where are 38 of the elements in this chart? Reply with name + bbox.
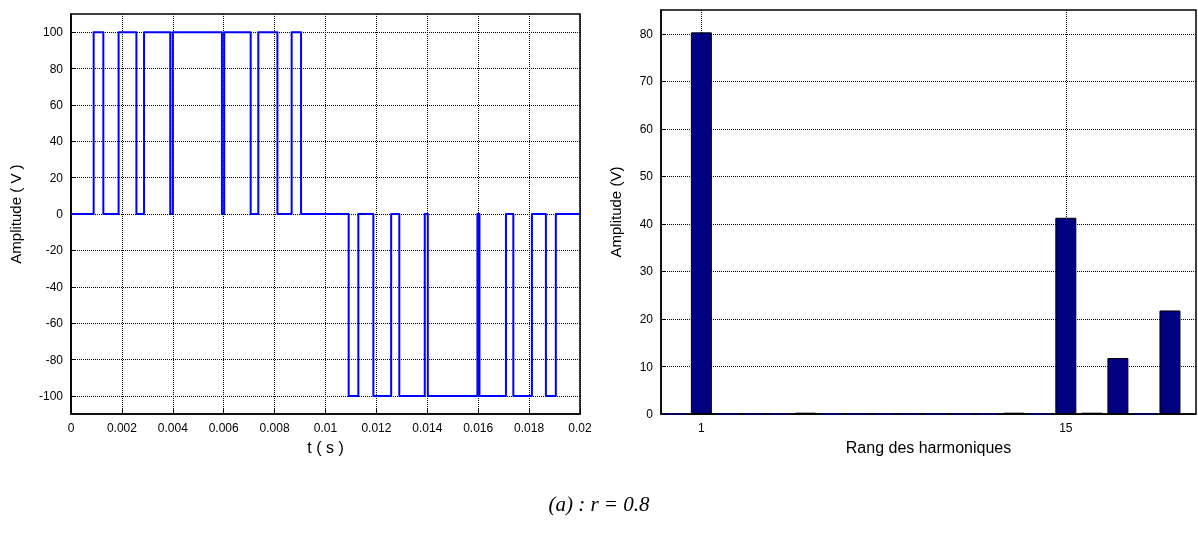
y-tick-label: 80 [639, 26, 654, 41]
x-tick-label: 1 [698, 421, 706, 436]
y-tick-label: 30 [639, 264, 654, 279]
x-tick-label: 0.006 [208, 421, 240, 436]
x-tick-label: 0.014 [412, 421, 443, 436]
y-tick-label: 0 [56, 207, 64, 222]
x-tick-label: 0.012 [361, 421, 392, 436]
y-tick-label: 40 [639, 216, 654, 231]
x-tick-label: 0.008 [259, 421, 290, 436]
y-tick-label: 40 [49, 134, 64, 149]
y-tick-label: -60 [45, 316, 64, 331]
y-tick-label: 60 [639, 121, 654, 136]
x-axis-title: t ( s ) [307, 438, 344, 456]
x-tick-label: 0.016 [463, 421, 494, 436]
x-tick-label: 0.02 [568, 421, 592, 436]
y-tick-label: 0 [646, 407, 654, 422]
y-tick-label: 20 [639, 312, 654, 327]
y-tick-label: 50 [639, 169, 654, 184]
x-axis-title: Rang des harmoniques [845, 438, 1012, 456]
x-tick-label: 0.018 [514, 421, 545, 436]
y-tick-label: 80 [49, 61, 64, 76]
y-tick-label: 70 [639, 74, 654, 89]
y-axis-title: Amplitude (V) [607, 166, 624, 258]
y-tick-label: -40 [45, 279, 64, 294]
y-tick-label: 60 [49, 97, 64, 112]
y-axis-title: Amplitude ( V ) [7, 164, 24, 264]
y-tick-label: -100 [38, 388, 64, 403]
x-tick-label: 15 [1059, 421, 1073, 436]
x-tick-label: 0 [67, 421, 75, 436]
x-tick-label: 0.004 [157, 421, 189, 436]
x-tick-label: 0.01 [313, 421, 338, 436]
y-tick-label: -80 [45, 352, 64, 367]
text: (a) : r = 0.8 [547, 492, 651, 517]
y-tick-label: -20 [45, 243, 64, 258]
y-tick-label: 100 [42, 25, 64, 40]
y-tick-label: 20 [49, 170, 64, 185]
x-tick-label: 0.002 [106, 421, 138, 436]
y-tick-label: 10 [639, 359, 654, 374]
